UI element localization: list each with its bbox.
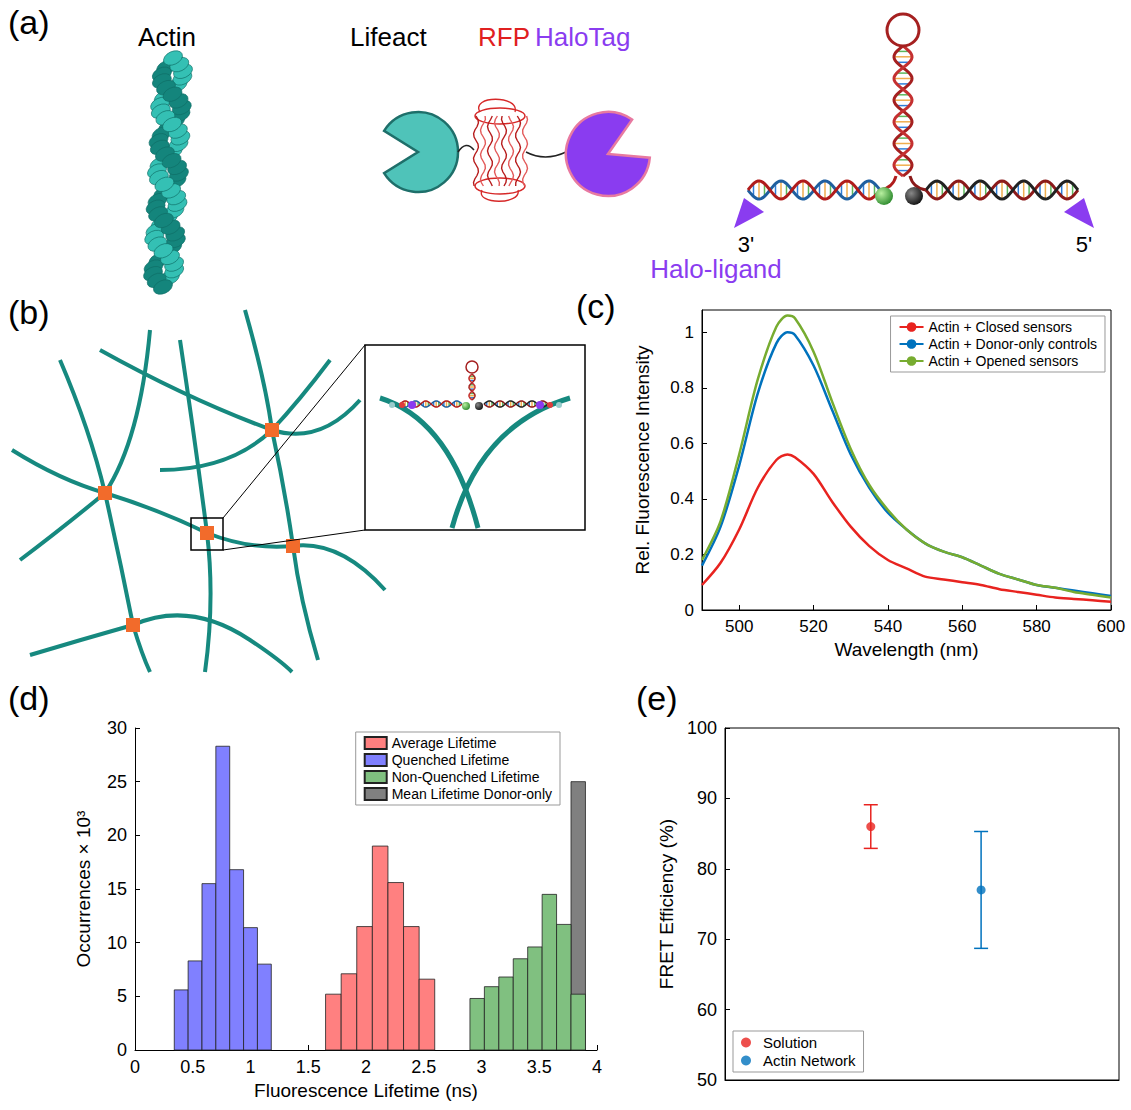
svg-text:HaloTag: HaloTag: [535, 22, 630, 52]
svg-text:50: 50: [697, 1070, 717, 1090]
svg-text:0.6: 0.6: [670, 434, 694, 453]
svg-text:Wavelength (nm): Wavelength (nm): [835, 639, 979, 660]
svg-text:2.5: 2.5: [411, 1057, 436, 1077]
svg-text:70: 70: [697, 929, 717, 949]
svg-text:Quenched Lifetime: Quenched Lifetime: [392, 752, 510, 768]
svg-text:20: 20: [107, 825, 127, 845]
svg-text:100: 100: [687, 718, 717, 738]
svg-text:Mean Lifetime Donor-only: Mean Lifetime Donor-only: [392, 786, 552, 802]
svg-text:600: 600: [1097, 617, 1125, 636]
svg-text:Actin + Donor-only controls: Actin + Donor-only controls: [929, 336, 1097, 352]
html-text:(e): (e): [636, 679, 678, 717]
svg-text:580: 580: [1022, 617, 1050, 636]
svg-text:Solution: Solution: [763, 1034, 817, 1051]
svg-text:RFP: RFP: [478, 22, 530, 52]
svg-text:80: 80: [697, 859, 717, 879]
svg-text:0: 0: [117, 1040, 127, 1060]
svg-text:3': 3': [737, 232, 755, 257]
svg-text:Halo-ligand: Halo-ligand: [650, 254, 782, 284]
svg-text:1: 1: [685, 323, 694, 342]
svg-text:3.5: 3.5: [527, 1057, 552, 1077]
svg-text:15: 15: [107, 879, 127, 899]
svg-text:1: 1: [245, 1057, 255, 1077]
svg-text:Actin Network: Actin Network: [763, 1052, 856, 1069]
svg-text:Non-Quenched Lifetime: Non-Quenched Lifetime: [392, 769, 540, 785]
svg-text:3: 3: [476, 1057, 486, 1077]
html-text:(a): (a): [8, 3, 50, 41]
svg-text:Actin + Opened sensors: Actin + Opened sensors: [929, 353, 1079, 369]
svg-text:0: 0: [685, 601, 694, 620]
svg-text:1.5: 1.5: [296, 1057, 321, 1077]
svg-text:Fluorescence Lifetime (ns): Fluorescence Lifetime (ns): [254, 1080, 478, 1101]
svg-text:4: 4: [592, 1057, 602, 1077]
svg-text:0.4: 0.4: [670, 489, 694, 508]
svg-text:520: 520: [799, 617, 827, 636]
svg-text:Rel. Fluorescence Intensity: Rel. Fluorescence Intensity: [632, 345, 653, 575]
svg-text:Actin + Closed sensors: Actin + Closed sensors: [929, 319, 1073, 335]
svg-text:5: 5: [117, 986, 127, 1006]
svg-text:5': 5': [1076, 232, 1092, 257]
svg-text:540: 540: [874, 617, 902, 636]
html-text:(b): (b): [8, 293, 50, 331]
svg-text:10: 10: [107, 933, 127, 953]
svg-text:560: 560: [948, 617, 976, 636]
svg-text:0.8: 0.8: [670, 378, 694, 397]
svg-text:0.5: 0.5: [180, 1057, 205, 1077]
svg-text:0.2: 0.2: [670, 545, 694, 564]
svg-text:Occurrences × 10³: Occurrences × 10³: [73, 811, 94, 968]
svg-text:Average Lifetime: Average Lifetime: [392, 735, 497, 751]
svg-text:90: 90: [697, 788, 717, 808]
html-text:(d): (d): [8, 679, 50, 717]
svg-text:Actin: Actin: [138, 22, 196, 52]
svg-text:0: 0: [130, 1057, 140, 1077]
svg-text:2: 2: [361, 1057, 371, 1077]
svg-text:500: 500: [725, 617, 753, 636]
svg-text:25: 25: [107, 772, 127, 792]
svg-text:FRET Efficiency (%): FRET Efficiency (%): [656, 819, 677, 989]
svg-text:Lifeact: Lifeact: [350, 22, 427, 52]
svg-text:60: 60: [697, 1000, 717, 1020]
svg-text:30: 30: [107, 718, 127, 738]
html-text:(c): (c): [576, 287, 616, 325]
